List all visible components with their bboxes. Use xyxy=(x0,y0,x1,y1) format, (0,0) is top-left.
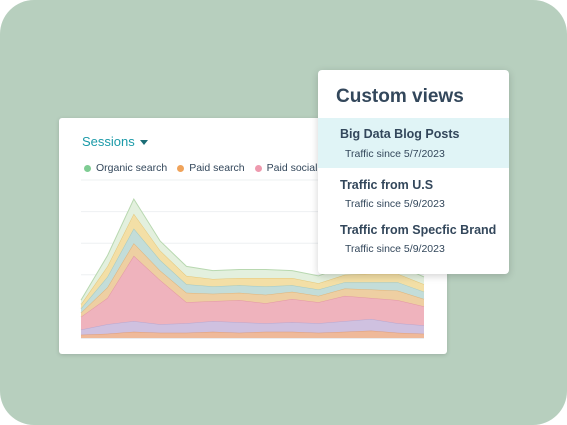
view-name: Traffic from Specfic Brand xyxy=(340,223,497,237)
custom-views-panel: Custom views Big Data Blog Posts Traffic… xyxy=(318,70,509,274)
legend-label: Paid search xyxy=(189,162,245,174)
view-item-traffic-from-us[interactable]: Traffic from U.S Traffic since 5/9/2023 xyxy=(318,170,509,216)
chart-legend: Organic search Paid search Paid social xyxy=(84,162,317,174)
view-name: Traffic from U.S xyxy=(340,178,434,192)
sessions-label: Sessions xyxy=(82,134,135,149)
legend-dot-icon xyxy=(177,164,185,172)
view-subtitle: Traffic since 5/9/2023 xyxy=(345,243,445,255)
area-series-2 xyxy=(81,319,424,335)
view-subtitle: Traffic since 5/9/2023 xyxy=(345,198,445,210)
legend-dot-icon xyxy=(254,164,262,172)
legend-label: Organic search xyxy=(96,162,168,174)
legend-dot-icon xyxy=(84,164,91,172)
area-series-3 xyxy=(81,255,424,330)
area-series-1-line xyxy=(80,330,425,336)
stacked-area-plot xyxy=(80,179,425,339)
area-series-5-line xyxy=(80,227,425,309)
view-item-traffic-from-specfic-brand[interactable]: Traffic from Specfic Brand Traffic since… xyxy=(318,216,509,262)
sessions-dropdown[interactable]: Sessions xyxy=(82,134,148,149)
custom-views-title: Custom views xyxy=(336,86,464,107)
legend-item-organic-search: Organic search xyxy=(84,162,167,174)
area-series-1 xyxy=(81,330,424,338)
legend-item-paid-social: Paid social xyxy=(254,162,318,174)
caret-down-icon xyxy=(139,140,148,145)
legend-item-paid-search: Paid search xyxy=(177,162,245,174)
legend-label: Paid social xyxy=(266,162,318,174)
view-item-big-data-blog-posts[interactable]: Big Data Blog Posts Traffic since 5/7/20… xyxy=(318,118,509,168)
view-subtitle: Traffic since 5/7/2023 xyxy=(345,148,445,160)
view-name: Big Data Blog Posts xyxy=(340,127,460,141)
